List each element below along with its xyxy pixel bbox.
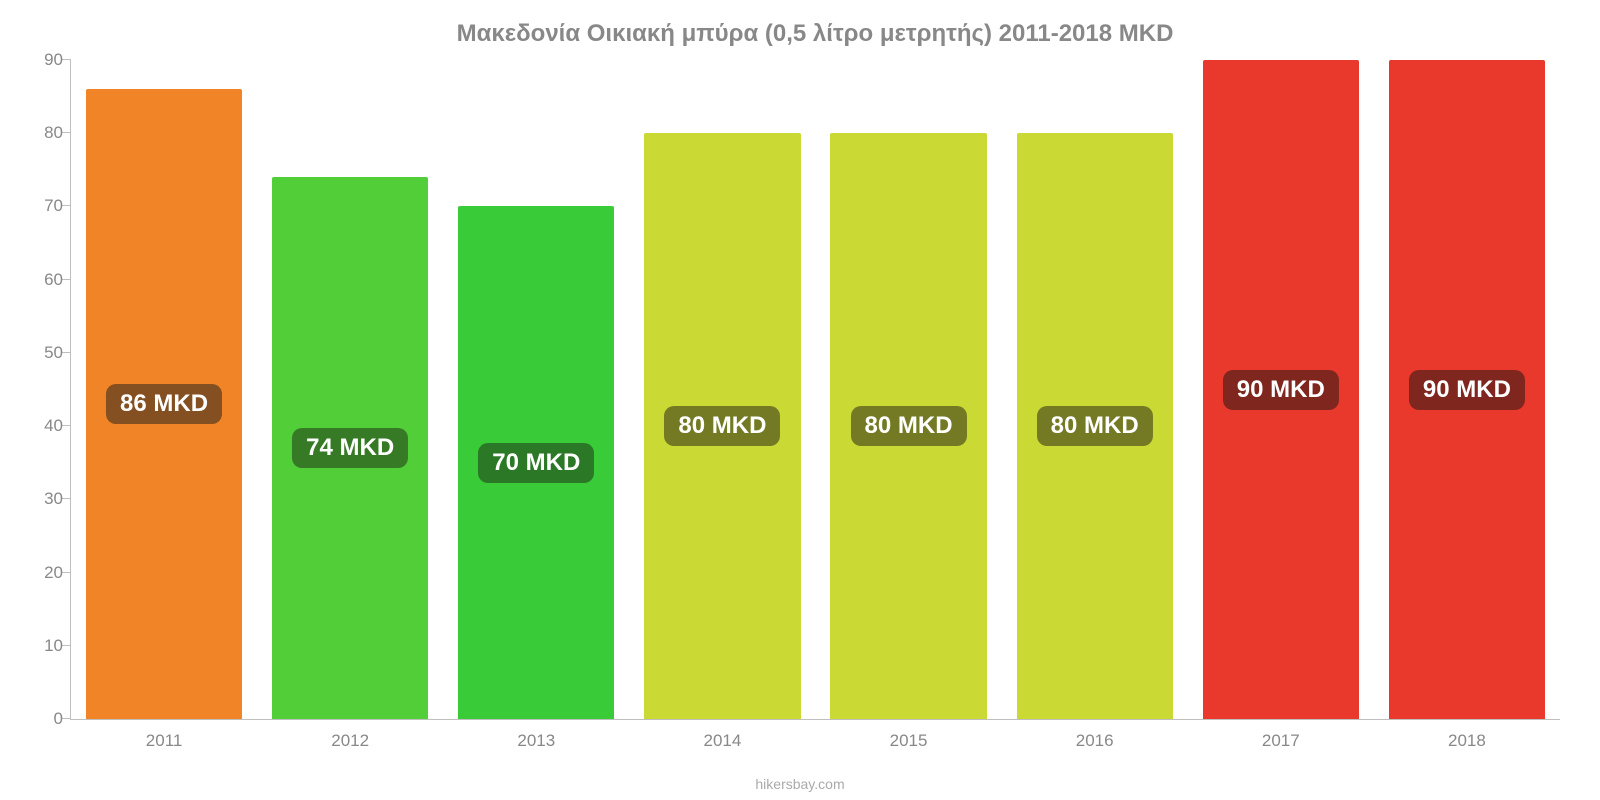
bar-slot: 80 MKD — [816, 60, 1002, 719]
bar-value-label: 80 MKD — [664, 406, 780, 446]
bar: 74 MKD — [272, 177, 428, 719]
y-tick-label: 90 — [23, 50, 63, 70]
x-axis-label: 2014 — [629, 731, 815, 751]
bar-value-label: 86 MKD — [106, 384, 222, 424]
bar: 86 MKD — [86, 89, 242, 719]
bars-row: 86 MKD 74 MKD 70 MKD 80 MKD 80 MKD 80 MKD 90 M… — [71, 60, 1560, 719]
bar: 80 MKD — [830, 133, 986, 719]
bar-value-label: 74 MKD — [292, 428, 408, 468]
chart-title: Μακεδονία Οικιακή μπύρα (0,5 λίτρο μετρη… — [70, 20, 1560, 48]
x-axis-label: 2016 — [1002, 731, 1188, 751]
x-axis-label: 2011 — [71, 731, 257, 751]
y-tick-label: 50 — [23, 343, 63, 363]
bar: 70 MKD — [458, 206, 614, 719]
y-tick-label: 0 — [23, 709, 63, 729]
x-axis-label: 2018 — [1374, 731, 1560, 751]
bar-slot: 74 MKD — [257, 60, 443, 719]
bar-value-label: 70 MKD — [478, 443, 594, 483]
bar: 90 MKD — [1203, 60, 1359, 719]
attribution-text: hikersbay.com — [0, 776, 1600, 792]
bar-value-label: 80 MKD — [851, 406, 967, 446]
x-axis-label: 2012 — [257, 731, 443, 751]
bar-value-label: 90 MKD — [1223, 370, 1339, 410]
x-axis-label: 2013 — [443, 731, 629, 751]
bar-slot: 80 MKD — [629, 60, 815, 719]
bar-slot: 80 MKD — [1002, 60, 1188, 719]
y-tick-label: 10 — [23, 636, 63, 656]
y-tick-label: 70 — [23, 196, 63, 216]
bar: 80 MKD — [644, 133, 800, 719]
chart-container: Μακεδονία Οικιακή μπύρα (0,5 λίτρο μετρη… — [0, 0, 1600, 800]
y-tick-label: 80 — [23, 123, 63, 143]
x-axis-label: 2017 — [1188, 731, 1374, 751]
bar: 90 MKD — [1389, 60, 1545, 719]
bar-value-label: 90 MKD — [1409, 370, 1525, 410]
bar-slot: 70 MKD — [443, 60, 629, 719]
bar-value-label: 80 MKD — [1037, 406, 1153, 446]
x-axis-label: 2015 — [816, 731, 1002, 751]
bar-slot: 86 MKD — [71, 60, 257, 719]
y-tick-label: 20 — [23, 563, 63, 583]
y-tick-label: 40 — [23, 416, 63, 436]
x-axis-labels: 20112012201320142015201620172018 — [71, 731, 1560, 751]
y-tick-label: 60 — [23, 270, 63, 290]
bar: 80 MKD — [1017, 133, 1173, 719]
plot-area: 86 MKD 74 MKD 70 MKD 80 MKD 80 MKD 80 MKD 90 M… — [70, 60, 1560, 720]
bar-slot: 90 MKD — [1188, 60, 1374, 719]
bar-slot: 90 MKD — [1374, 60, 1560, 719]
y-tick-label: 30 — [23, 489, 63, 509]
